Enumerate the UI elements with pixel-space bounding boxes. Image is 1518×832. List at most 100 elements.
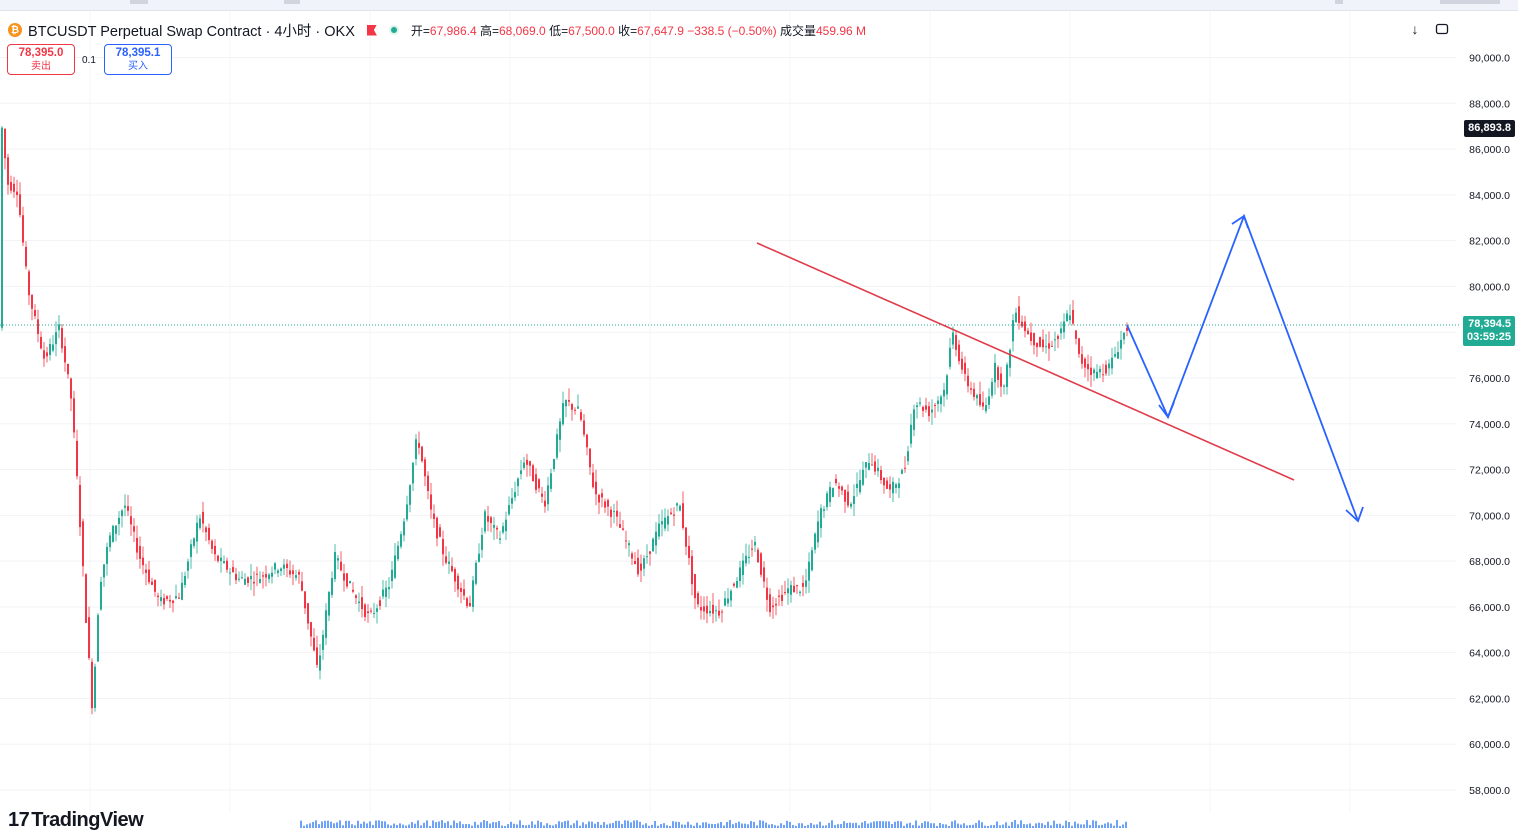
candle-body (637, 557, 639, 575)
flag-icon[interactable] (366, 24, 377, 36)
volume-bar (681, 824, 683, 828)
candle-body (685, 527, 687, 547)
candle-body (898, 483, 900, 489)
candle-body (985, 405, 987, 412)
candle-body (325, 610, 327, 638)
price-tick-label: 64,000.0 (1469, 648, 1510, 660)
price-tick-label: 84,000.0 (1469, 190, 1510, 202)
last-price-marker: 78,394.5 03:59:25 (1462, 316, 1515, 346)
volume-bar (573, 823, 575, 828)
volume-bar (354, 825, 356, 828)
candle-body (376, 608, 378, 612)
symbol-title[interactable]: BTCUSDT Perpetual Swap Contract · 4小时 · … (28, 23, 355, 40)
volume-bar (984, 825, 986, 828)
candle-body (1102, 374, 1104, 376)
volume-bar (747, 824, 749, 828)
candle-body (397, 545, 399, 560)
candle-body (778, 595, 780, 597)
volume-bar (744, 823, 746, 828)
candle-body (316, 647, 318, 665)
volume-bar (378, 820, 380, 828)
sell-button[interactable]: 78,395.0 卖出 (7, 44, 75, 75)
candle-body (655, 531, 657, 546)
candle-body (118, 517, 120, 525)
candle-body (931, 409, 933, 413)
volume-bar (855, 822, 857, 828)
candle-body (994, 362, 996, 383)
tradingview-logo-icon: 17 (8, 809, 30, 831)
candle-body (88, 617, 90, 659)
candle-body (1015, 312, 1017, 323)
candle-body (478, 553, 480, 562)
volume-bar (615, 820, 617, 828)
price-tick-label: 82,000.0 (1469, 236, 1510, 248)
candle-body (379, 600, 381, 606)
volume-bar (1047, 821, 1049, 828)
candle-body (73, 398, 75, 433)
volume-bar (954, 820, 956, 828)
candle-body (121, 510, 123, 517)
candle-body (313, 637, 315, 651)
volume-bar (990, 825, 992, 828)
volume-bar (300, 820, 302, 828)
fullscreen-icon[interactable] (1433, 20, 1451, 38)
volume-bar (399, 823, 401, 828)
candle-body (289, 570, 291, 575)
volume-bar (1062, 825, 1064, 828)
volume-bar (372, 825, 374, 828)
buy-button[interactable]: 78,395.1 买入 (104, 44, 172, 75)
candle-body (721, 611, 723, 613)
candle-body (1048, 343, 1050, 349)
volume-bar (585, 824, 587, 828)
volume-bar (579, 825, 581, 828)
candle-body (211, 540, 213, 549)
logo-text: TradingView (31, 809, 144, 831)
candle-body (922, 406, 924, 411)
volume-bar (561, 822, 563, 828)
volume-bar (639, 821, 641, 828)
volume-bar (669, 825, 671, 828)
volume-bar (492, 822, 494, 828)
tradingview-logo[interactable]: 17 TradingView (8, 809, 144, 832)
volume-bar (471, 825, 473, 828)
candle-body (892, 481, 894, 494)
volume-bar (1089, 825, 1091, 828)
volume-bar (894, 821, 896, 828)
volume-bar (633, 820, 635, 828)
candle-body (112, 525, 114, 542)
candle-body (277, 570, 279, 574)
volume-bar (1056, 823, 1058, 828)
volume-bar (606, 824, 608, 828)
volume-bar (756, 825, 758, 828)
volume-bar (846, 823, 848, 828)
candle-body (511, 498, 513, 504)
volume-bar (459, 821, 461, 828)
volume-bar (1080, 824, 1082, 828)
price-tick-label: 70,000.0 (1469, 510, 1510, 522)
volume-bar (393, 823, 395, 828)
volume-bar (1065, 820, 1067, 828)
volume-bar (906, 823, 908, 828)
candle-body (715, 610, 717, 612)
candle-body (784, 592, 786, 594)
candle-body (355, 595, 357, 599)
candle-body (196, 522, 198, 542)
candle-body (49, 344, 51, 356)
candle-body (814, 533, 816, 550)
candle-body (214, 545, 216, 555)
volume-bar (477, 824, 479, 828)
arrow-down-icon[interactable]: ↓ (1411, 21, 1419, 37)
candle-body (1111, 357, 1113, 369)
volume-bar (336, 822, 338, 828)
candle-body (487, 515, 489, 522)
candle-body (157, 595, 159, 598)
volume-bar (720, 821, 722, 828)
candle-body (889, 484, 891, 490)
volume-bar (936, 825, 938, 828)
volume-bar (768, 824, 770, 828)
price-tick-label: 74,000.0 (1469, 419, 1510, 431)
candle-body (130, 516, 132, 525)
volume-bar (981, 822, 983, 828)
candle-body (1096, 371, 1098, 379)
